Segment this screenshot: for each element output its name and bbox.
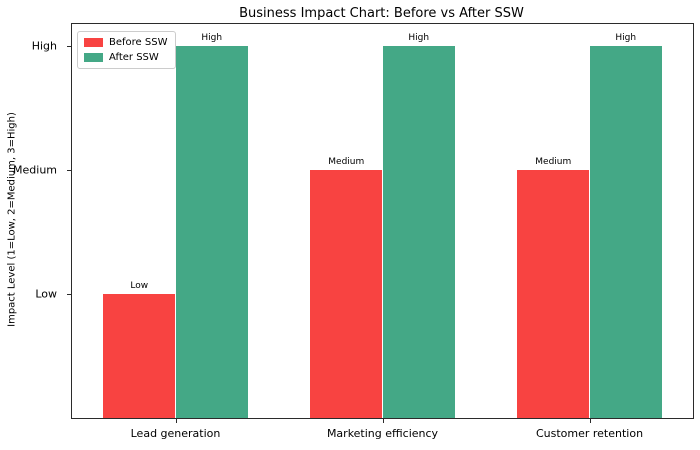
x-tick-label-lead-generation: Lead generation bbox=[130, 427, 221, 440]
y-tick-mark bbox=[67, 170, 71, 172]
y-tick-label-medium: Medium bbox=[13, 163, 57, 177]
bar-value-label: High bbox=[408, 33, 430, 44]
x-tick-mark bbox=[589, 419, 591, 423]
bar-value-label: Medium bbox=[328, 157, 365, 168]
chart-title: Business Impact Chart: Before vs After S… bbox=[239, 6, 524, 21]
bar-before-ssw-lead-generation bbox=[103, 294, 176, 418]
bar-value-label: Medium bbox=[535, 157, 572, 168]
bar-before-ssw-marketing-efficiency bbox=[310, 170, 383, 418]
legend-swatch-icon bbox=[84, 53, 103, 62]
y-tick-mark bbox=[67, 294, 71, 296]
legend-label: After SSW bbox=[109, 52, 159, 63]
bar-before-ssw-customer-retention bbox=[517, 170, 590, 418]
bar-after-ssw-customer-retention bbox=[589, 46, 662, 418]
y-tick-label-low: Low bbox=[35, 287, 57, 301]
x-tick-label-customer-retention: Customer retention bbox=[535, 427, 644, 440]
x-tick-mark bbox=[175, 419, 177, 423]
bar-value-label: High bbox=[615, 33, 637, 44]
x-tick-mark bbox=[382, 419, 384, 423]
legend-swatch-icon bbox=[84, 38, 103, 47]
x-tick-label-marketing-efficiency: Marketing efficiency bbox=[326, 427, 439, 440]
legend-item-before-ssw: Before SSW bbox=[84, 37, 167, 48]
bar-value-label: Low bbox=[130, 281, 149, 292]
legend-item-after-ssw: After SSW bbox=[84, 52, 167, 63]
legend-label: Before SSW bbox=[109, 37, 168, 48]
legend: Before SSW After SSW bbox=[77, 31, 177, 69]
bar-after-ssw-lead-generation bbox=[175, 46, 248, 418]
y-axis-label: Impact Level (1=Low, 2=Medium, 3=High) bbox=[6, 112, 18, 327]
bar-value-label: High bbox=[201, 33, 223, 44]
bar-after-ssw-marketing-efficiency bbox=[382, 46, 455, 418]
y-tick-label-high: High bbox=[31, 39, 57, 53]
plot-area: Low High Lead generation Medium High Marketin… bbox=[13, 23, 694, 440]
y-tick-mark bbox=[67, 46, 71, 48]
